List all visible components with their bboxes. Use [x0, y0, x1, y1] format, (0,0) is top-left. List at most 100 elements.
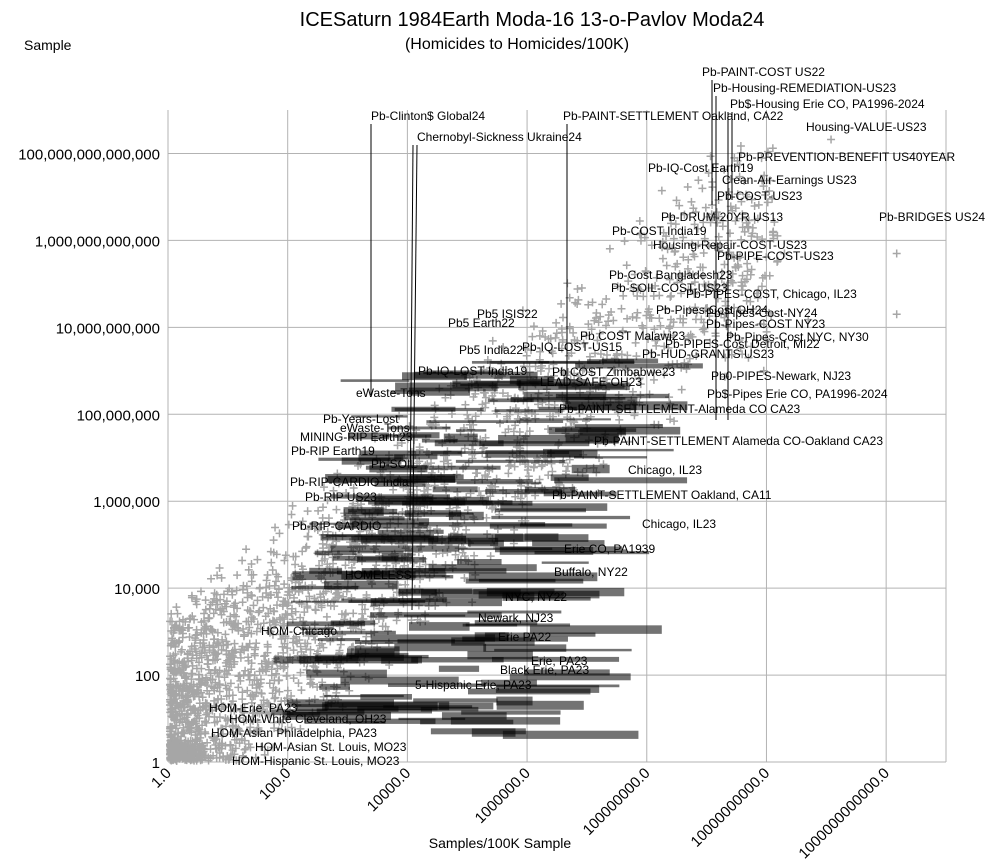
data-point — [280, 639, 289, 648]
annotation-label: Pb-DRUM-20YR US13 — [661, 210, 783, 224]
data-point — [683, 182, 692, 191]
data-point — [275, 529, 284, 538]
x-tick-label: 10000.0 — [364, 765, 414, 815]
label-clutter-mark — [356, 556, 426, 563]
label-clutter-mark — [500, 503, 608, 511]
data-point — [537, 462, 546, 471]
data-point — [596, 312, 605, 321]
data-point — [740, 277, 749, 286]
label-clutter-mark — [341, 574, 400, 580]
data-point — [196, 587, 205, 596]
data-point — [602, 351, 611, 360]
data-point — [683, 264, 692, 273]
label-clutter-mark — [319, 683, 350, 690]
data-point — [738, 350, 747, 359]
data-point — [332, 505, 341, 514]
data-point — [647, 284, 656, 293]
data-point — [737, 197, 746, 206]
data-point — [276, 630, 285, 639]
data-point — [226, 679, 235, 688]
data-point — [269, 548, 278, 557]
annotation-label: Pb COST Malawi23 — [580, 329, 685, 343]
data-point — [265, 679, 274, 688]
data-point — [521, 344, 530, 353]
label-clutter-mark — [306, 669, 387, 678]
data-point — [176, 743, 185, 752]
label-clutter-mark — [349, 518, 430, 525]
label-clutter-mark — [467, 650, 533, 660]
data-point — [200, 643, 209, 652]
data-point — [253, 718, 262, 727]
data-point — [524, 472, 533, 481]
data-points — [541, 135, 901, 375]
data-point — [747, 342, 756, 351]
data-point — [763, 147, 772, 156]
data-point — [690, 220, 699, 229]
data-point — [629, 287, 638, 296]
data-point — [552, 318, 561, 327]
data-point — [296, 642, 305, 651]
data-point — [238, 688, 247, 697]
data-point — [326, 601, 335, 610]
data-point — [644, 305, 653, 314]
data-point — [712, 208, 721, 217]
data-point — [607, 307, 616, 316]
data-point — [200, 609, 209, 618]
data-point — [209, 643, 218, 652]
data-point — [268, 566, 277, 575]
data-point — [182, 709, 191, 718]
data-point — [318, 514, 327, 523]
data-point — [228, 625, 237, 634]
data-point — [738, 271, 747, 280]
data-point — [262, 576, 271, 585]
data-point — [747, 232, 756, 241]
data-point — [701, 281, 710, 290]
label-clutter-mark — [354, 646, 400, 655]
data-point — [201, 596, 210, 605]
data-point — [482, 513, 491, 522]
data-point — [768, 194, 777, 203]
data-point — [722, 281, 731, 290]
data-point — [282, 671, 291, 680]
data-point — [197, 679, 206, 688]
data-point — [228, 697, 237, 706]
data-point — [294, 679, 303, 688]
data-point — [461, 400, 470, 409]
label-clutter-mark — [532, 540, 605, 547]
data-point — [246, 723, 255, 732]
data-point — [579, 339, 588, 348]
data-point — [638, 321, 647, 330]
data-point — [230, 621, 239, 630]
label-clutter-mark — [471, 360, 550, 364]
label-clutter-mark — [471, 728, 516, 737]
y-tick-label: 100,000,000 — [77, 407, 160, 424]
data-point — [689, 250, 698, 259]
data-point — [609, 316, 618, 325]
data-point — [226, 653, 235, 662]
data-point — [665, 324, 674, 333]
label-clutter-mark — [443, 433, 478, 442]
data-point — [215, 680, 224, 689]
data-point — [232, 705, 241, 714]
label-clutter-mark — [286, 621, 366, 627]
label-clutter-mark — [434, 440, 504, 447]
data-point — [277, 726, 286, 735]
data-point — [289, 552, 298, 561]
data-point — [337, 610, 346, 619]
label-clutter-mark — [487, 398, 534, 403]
data-point — [667, 291, 676, 300]
data-point — [593, 336, 602, 345]
data-point — [210, 701, 219, 710]
data-point — [210, 696, 219, 705]
data-point — [649, 291, 658, 300]
data-point — [198, 674, 207, 683]
data-point — [283, 611, 292, 620]
label-clutter-mark — [420, 589, 521, 599]
data-point — [205, 702, 214, 711]
label-clutter-mark — [391, 406, 456, 412]
data-point — [191, 731, 200, 740]
data-point — [250, 676, 259, 685]
data-point — [171, 724, 180, 733]
data-point — [239, 717, 248, 726]
label-clutter-mark — [458, 547, 553, 551]
